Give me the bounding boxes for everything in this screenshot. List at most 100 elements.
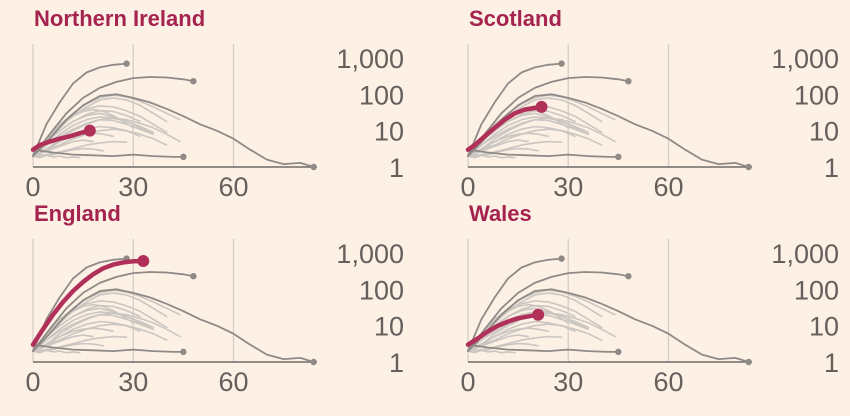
y-tick-label: 10 <box>809 312 839 342</box>
context-series-line <box>32 335 128 352</box>
context-series-line <box>32 76 195 157</box>
context-series-line <box>32 312 181 352</box>
x-tick-label: 30 <box>118 367 148 397</box>
context-series-line <box>32 62 128 157</box>
context-series-end-point <box>190 77 197 85</box>
x-tick-label: 30 <box>553 367 583 397</box>
context-series-line <box>32 148 185 158</box>
y-tick-label: 1,000 <box>771 239 839 269</box>
highlight-series-end-point <box>535 100 548 113</box>
context-series-line <box>467 93 750 168</box>
context-series-line <box>32 154 81 159</box>
context-series-end-point <box>180 348 187 356</box>
context-series-line <box>32 311 155 352</box>
highlight-series-end-point <box>137 255 150 268</box>
context-series-line <box>467 139 529 157</box>
context-series-end-point <box>558 60 565 67</box>
context-series-line <box>467 334 529 352</box>
chart-svg: 1 10 100 1,000 0 30 60 <box>25 239 404 397</box>
y-tick-label: 1 <box>824 153 839 183</box>
chart-title: Northern Ireland <box>34 6 206 31</box>
x-tick-label: 60 <box>653 367 683 397</box>
context-series-line <box>32 108 134 157</box>
context-series-line <box>32 93 315 168</box>
highlight-series-line <box>30 258 146 347</box>
highlight-series-line <box>465 312 541 347</box>
x-tick-label: 0 <box>25 172 40 202</box>
context-series-line <box>32 323 168 352</box>
y-tick-label: 1 <box>389 153 404 183</box>
chart-svg: 1 10 100 1,000 0 30 60 <box>460 44 839 202</box>
context-series-end-point <box>190 272 197 280</box>
context-series-line <box>467 128 603 157</box>
y-tick-label: 10 <box>374 117 404 147</box>
context-series-line <box>467 62 563 157</box>
context-series-line <box>467 311 590 352</box>
context-series-line <box>467 140 563 157</box>
x-tick-label: 0 <box>460 367 475 397</box>
context-series-line <box>32 349 81 354</box>
context-series-line <box>467 323 603 352</box>
y-tick-label: 1,000 <box>336 239 404 269</box>
chart-panel-wales: 1 10 100 1,000 0 30 60 Wales <box>435 195 850 403</box>
context-series-line <box>32 128 168 157</box>
chart-title: Scotland <box>469 6 562 31</box>
context-series-line <box>467 349 516 354</box>
context-series-end-point <box>123 60 130 67</box>
y-tick-label: 100 <box>359 80 404 110</box>
highlight-series-line <box>30 128 93 152</box>
chart-panel-northern-ireland: 1 10 100 1,000 0 30 60 Northern Ireland <box>0 0 425 208</box>
context-series-line <box>467 117 616 157</box>
context-series-line <box>467 271 630 352</box>
context-series-line <box>32 288 315 363</box>
x-tick-label: 30 <box>118 172 148 202</box>
context-series-line <box>32 140 128 157</box>
context-series-end-point <box>745 358 752 366</box>
chart-title: Wales <box>469 201 532 226</box>
x-tick-label: 0 <box>460 172 475 202</box>
context-series-line <box>32 257 128 352</box>
context-series-line <box>467 148 620 158</box>
chart-panel-scotland: 1 10 100 1,000 0 30 60 Scotland <box>435 0 850 208</box>
context-series-line <box>467 154 516 159</box>
context-series-line <box>467 343 620 353</box>
x-tick-label: 30 <box>553 172 583 202</box>
y-tick-label: 10 <box>809 117 839 147</box>
context-series-line <box>32 271 195 352</box>
x-tick-label: 60 <box>218 367 248 397</box>
context-series-end-point <box>310 163 317 171</box>
context-series-end-point <box>625 272 632 280</box>
x-tick-label: 0 <box>25 367 40 397</box>
highlight-series-line <box>465 104 544 152</box>
context-series-end-point <box>625 77 632 85</box>
context-series-end-point <box>745 163 752 171</box>
y-tick-label: 1,000 <box>771 44 839 74</box>
context-series-line <box>32 94 181 157</box>
context-series-line <box>467 76 630 157</box>
context-series-line <box>32 289 181 352</box>
context-series-line <box>467 288 750 363</box>
highlight-series-end-point <box>532 308 545 321</box>
context-series-end-point <box>180 153 187 161</box>
context-series-line <box>467 118 590 157</box>
x-tick-label: 60 <box>218 172 248 202</box>
context-series-end-point <box>615 153 622 161</box>
context-series-end-point <box>558 255 565 262</box>
context-series-line <box>32 139 94 157</box>
chart-svg: 1 10 100 1,000 0 30 60 <box>460 239 839 397</box>
context-series-line <box>467 289 616 352</box>
y-tick-label: 1 <box>824 348 839 378</box>
context-series-end-point <box>615 348 622 356</box>
y-tick-label: 10 <box>374 312 404 342</box>
context-series-line <box>467 257 563 352</box>
context-series-line <box>467 335 563 352</box>
context-series-line <box>32 313 155 352</box>
highlight-series-end-point <box>83 124 96 137</box>
chart-title: England <box>34 201 121 226</box>
context-series-line <box>32 334 94 352</box>
context-series-line <box>467 116 590 157</box>
context-series-end-point <box>310 358 317 366</box>
x-tick-label: 60 <box>653 172 683 202</box>
chart-panel-england: 1 10 100 1,000 0 30 60 England <box>0 195 425 403</box>
chart-svg: 1 10 100 1,000 0 30 60 <box>25 44 404 202</box>
